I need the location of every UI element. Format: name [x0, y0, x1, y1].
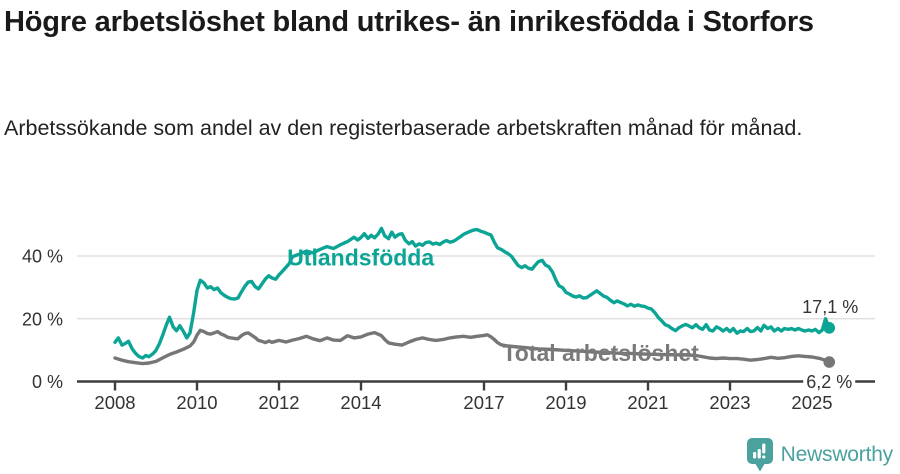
- x-tick-label-2019: 2019: [545, 392, 586, 413]
- end-value-label-top: 17,1 %: [802, 297, 858, 317]
- end-value-label-bottom: 6,2 %: [806, 372, 852, 392]
- series-label-total-arbetsl-shet: Total arbetslöshet: [502, 340, 699, 366]
- y-tick-label-40: 40 %: [22, 247, 63, 267]
- x-tick-label-2025: 2025: [791, 392, 832, 413]
- page-subtitle: Arbetssökande som andel av den registerb…: [4, 116, 803, 140]
- series-end-dot-utlandsf-dda: [823, 322, 836, 334]
- newsworthy-wordmark: Newsworthy: [780, 443, 894, 466]
- bar-chart-pin-icon: [746, 438, 773, 472]
- series-label-utlandsf-dda: Utlandsfödda: [287, 244, 434, 270]
- x-tick-label-2023: 2023: [709, 392, 750, 413]
- end-label-backdrop: [803, 373, 856, 393]
- series-end-dot-total-arbetsl-shet: [823, 356, 836, 368]
- x-tick-label-2012: 2012: [258, 392, 299, 413]
- page-title: Högre arbetslöshet bland utrikes- än inr…: [4, 6, 814, 38]
- series-line-total-arbetsl-shet: [113, 328, 831, 366]
- x-tick-label-2017: 2017: [463, 392, 504, 413]
- y-tick-label-20: 20 %: [22, 309, 63, 329]
- x-tick-label-2014: 2014: [340, 392, 381, 413]
- x-tick-label-2008: 2008: [94, 392, 135, 413]
- x-tick-label-2021: 2021: [627, 392, 668, 413]
- newsworthy-logo: Newsworthy: [746, 438, 894, 472]
- x-tick-label-2010: 2010: [176, 392, 217, 413]
- y-tick-label-0: 0 %: [32, 372, 63, 392]
- series-line-utlandsf-dda: [113, 226, 831, 360]
